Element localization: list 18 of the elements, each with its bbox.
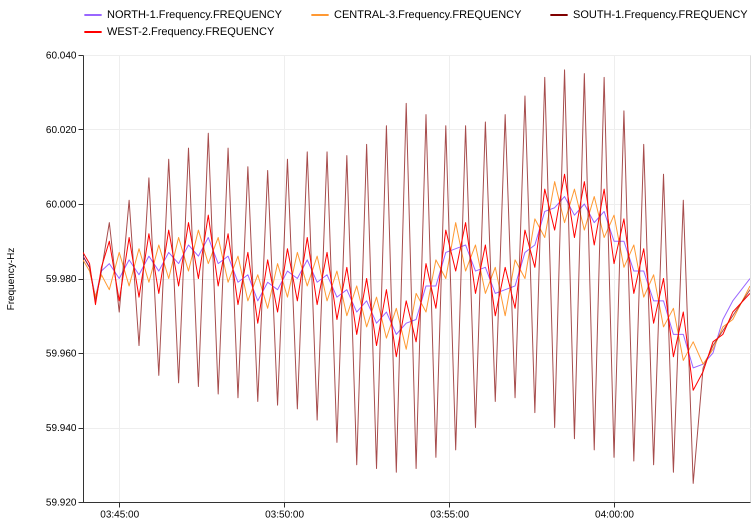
y-tick-label: 59.960 — [46, 348, 77, 360]
y-tick-label: 59.940 — [46, 423, 77, 434]
x-tick-label: 03:50:00 — [265, 510, 304, 520]
legend-label: NORTH-1.Frequency.FREQUENCY — [107, 9, 283, 21]
y-tick-label: 60.020 — [46, 125, 77, 136]
line-series — [83, 69, 750, 484]
line-series — [83, 174, 750, 391]
y-tick-label: 60.040 — [46, 50, 77, 62]
y-axis-title: Frequency-Hz — [6, 248, 17, 310]
y-tick-label: 59.920 — [46, 498, 77, 508]
x-tick-label: 03:55:00 — [430, 510, 470, 520]
x-tick-label: 03:45:00 — [100, 510, 140, 520]
y-tick-label: 60.000 — [46, 200, 77, 210]
legend-label: WEST-2.Frequency.FREQUENCY — [107, 26, 275, 38]
y-tick-label: 59.980 — [46, 274, 77, 285]
legend-label: CENTRAL-3.Frequency.FREQUENCY — [334, 9, 522, 21]
legend-label: SOUTH-1.Frequency.FREQUENCY — [573, 9, 748, 21]
x-tick-label: 04:00:00 — [595, 510, 634, 520]
